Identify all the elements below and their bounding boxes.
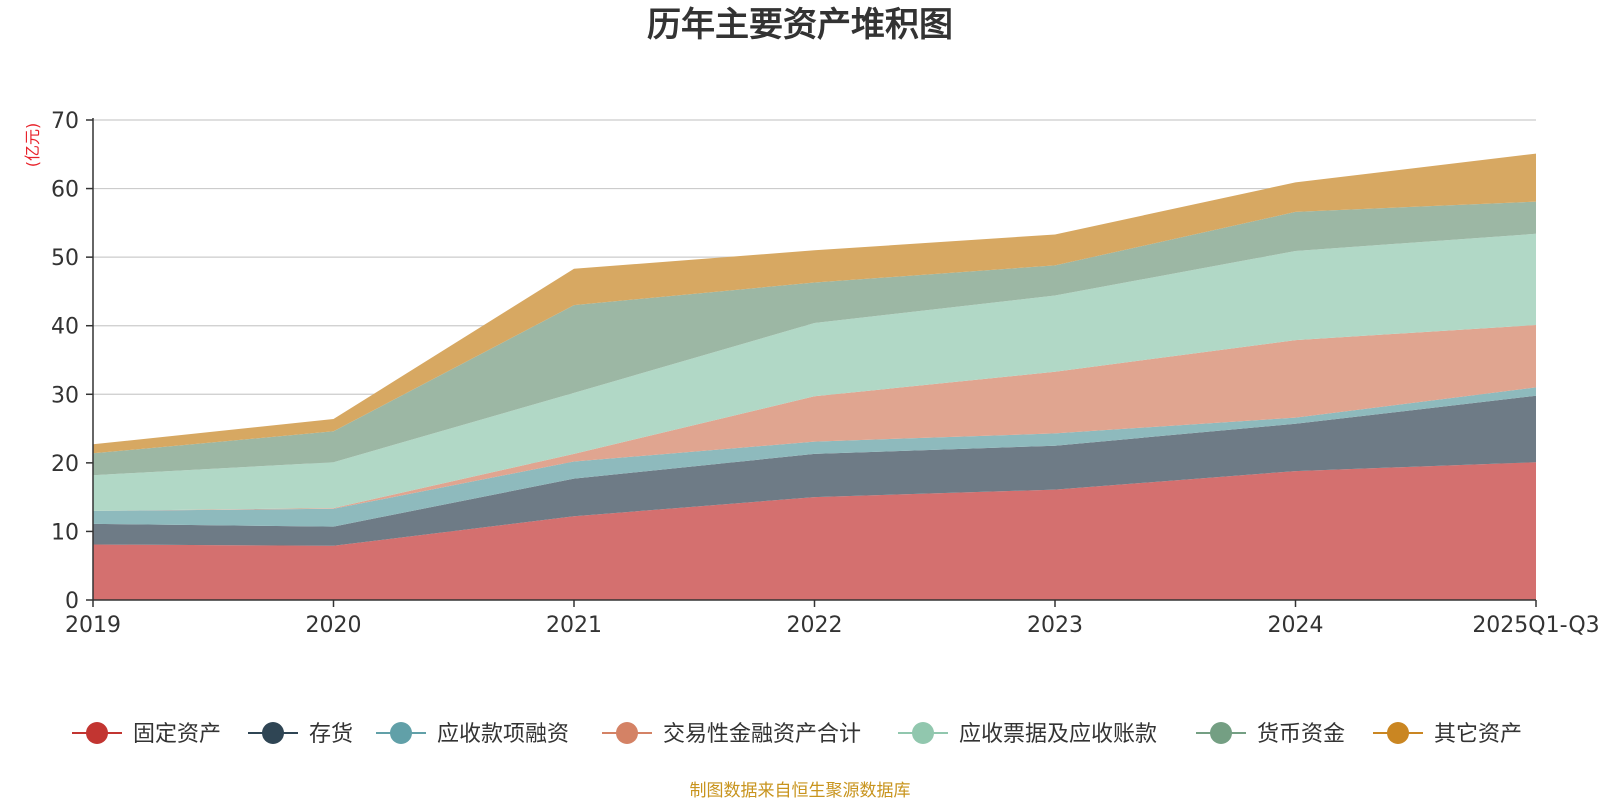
- y-tick-label: 70: [51, 109, 79, 134]
- legend-label-5: 货币资金: [1257, 722, 1345, 747]
- area-series-2: [93, 387, 1536, 527]
- y-tick-label: 60: [51, 178, 79, 203]
- legend-label-6: 其它资产: [1434, 722, 1522, 747]
- x-tick-label: 2023: [1027, 613, 1083, 638]
- y-tick-label: 20: [51, 452, 79, 477]
- area-series-3: [93, 325, 1536, 511]
- x-tick-label: 2019: [65, 613, 121, 638]
- legend-marker-0: [86, 722, 108, 744]
- x-tick-label: 2022: [787, 613, 843, 638]
- legend-label-0: 固定资产: [133, 722, 221, 747]
- x-tick-label: 2024: [1268, 613, 1324, 638]
- y-axis-unit: (亿元): [23, 123, 42, 168]
- series-areas: [93, 153, 1536, 600]
- axes: 0 10 20 30 40 50 60 70 2019 2020 2021 2022 2023 2024 2…: [51, 109, 1600, 638]
- area-series-0: [93, 462, 1536, 600]
- legend: 固定资产 存货 应收款项融资 交易性金融资产合计 应收票据及应收账款 货币资金 其它资产: [72, 722, 1522, 747]
- legend-marker-2: [390, 722, 412, 744]
- y-tick-label: 50: [51, 246, 79, 271]
- legend-label-3: 交易性金融资产合计: [663, 722, 861, 747]
- area-series-1: [93, 395, 1536, 546]
- legend-marker-6: [1387, 722, 1409, 744]
- chart-title: 历年主要资产堆积图: [647, 5, 953, 45]
- area-series-6: [93, 153, 1536, 454]
- legend-marker-1: [262, 722, 284, 744]
- x-tick-label: 2021: [546, 613, 602, 638]
- source-note: 制图数据来自恒生聚源数据库: [690, 781, 911, 800]
- x-tick-label: 2020: [306, 613, 362, 638]
- legend-label-4: 应收票据及应收账款: [959, 722, 1157, 747]
- legend-marker-4: [912, 722, 934, 744]
- y-tick-label: 40: [51, 315, 79, 340]
- y-tick-label: 0: [65, 589, 79, 614]
- legend-label-1: 存货: [309, 722, 353, 747]
- legend-marker-3: [616, 722, 638, 744]
- legend-label-2: 应收款项融资: [437, 722, 569, 747]
- legend-marker-5: [1210, 722, 1232, 744]
- y-tick-label: 30: [51, 383, 79, 408]
- area-series-5: [93, 201, 1536, 476]
- area-series-4: [93, 233, 1536, 511]
- x-tick-label: 2025Q1-Q3: [1472, 613, 1599, 638]
- y-tick-label: 10: [51, 520, 79, 545]
